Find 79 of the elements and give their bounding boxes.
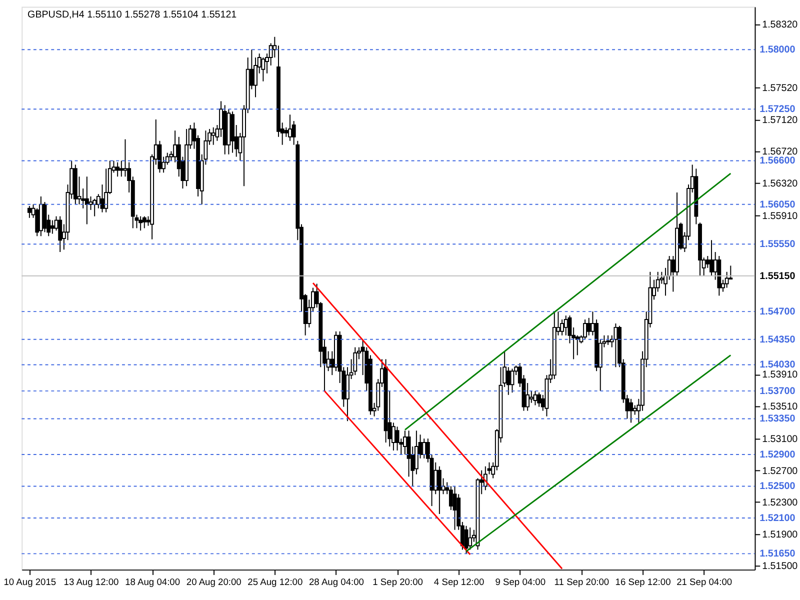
candlestick: [119, 160, 124, 178]
candlestick: [629, 398, 633, 424]
candlestick: [724, 271, 729, 288]
candlestick: [92, 198, 97, 217]
x-tick-label: 18 Aug 04:00: [125, 576, 180, 587]
y-tick-label: 1.53910: [762, 370, 798, 381]
y-tick-label: 1.56320: [762, 178, 798, 190]
ref-line-label: 1.53350: [760, 414, 796, 425]
candlestick: [606, 334, 610, 346]
y-tick-label: 1.51900: [762, 529, 798, 540]
y-tick-label: 1.53100: [762, 434, 798, 446]
y-tick-label: 1.57120: [762, 114, 798, 126]
candlestick: [116, 162, 120, 178]
candlestick: [710, 240, 714, 276]
candlestick: [468, 526, 472, 550]
chart-title: GBPUSD,H4 1.55110 1.55278 1.55104 1.55121: [28, 10, 237, 21]
candlestick: [261, 57, 266, 82]
ref-line-label: 1.58000: [760, 44, 796, 56]
candlestick: [422, 438, 426, 459]
candlestick: [395, 426, 400, 451]
x-tick-label: 25 Aug 12:00: [248, 576, 303, 587]
x-tick-label: 21 Sep 04:00: [676, 576, 732, 587]
candlestick: [50, 220, 54, 234]
candlestick: [402, 430, 407, 455]
y-tick-label: 1.51500: [762, 561, 798, 572]
candlestick: [27, 205, 32, 218]
y-tick-label: 1.53510: [762, 401, 798, 412]
candlestick: [533, 390, 538, 406]
candlestick: [564, 315, 568, 336]
ref-line-label: 1.55550: [760, 239, 796, 250]
x-tick-label: 4 Sep 12:00: [434, 576, 484, 587]
x-tick-label: 1 Sep 20:00: [372, 576, 423, 587]
ref-line-label: 1.53700: [760, 386, 796, 397]
candlestick: [586, 317, 591, 336]
x-tick-label: 20 Aug 20:00: [186, 576, 242, 587]
candlestick: [84, 176, 89, 225]
y-tick-label: 1.58320: [762, 20, 798, 31]
candlestick: [526, 382, 530, 412]
x-tick-label: 9 Sep 04:00: [495, 576, 546, 587]
candlestick: [632, 404, 637, 416]
ref-line-label: 1.51650: [760, 548, 796, 560]
x-tick-label: 11 Sep 20:00: [554, 576, 610, 587]
candlestick: [706, 255, 710, 268]
candlestick: [434, 462, 438, 495]
candlestick: [537, 392, 542, 408]
candlestick: [437, 466, 442, 514]
candlestick: [614, 322, 618, 368]
candlestick: [138, 216, 143, 232]
ref-line-label: 1.54700: [760, 306, 796, 318]
ref-line-label: 1.55150: [760, 270, 796, 282]
y-tick-label: 1.56720: [762, 146, 798, 158]
candlestick: [452, 486, 457, 530]
candlestick: [288, 114, 292, 142]
candlestick: [529, 390, 534, 404]
y-tick-label: 1.57520: [762, 83, 798, 94]
candlestick: [510, 368, 514, 394]
y-tick-label: 1.55910: [762, 210, 798, 222]
x-tick-label: 16 Sep 12:00: [615, 576, 671, 587]
ref-line-label: 1.56050: [760, 199, 796, 210]
x-tick-label: 13 Aug 12:00: [64, 576, 119, 587]
ref-line-label: 1.54350: [760, 334, 796, 346]
x-tick-label: 10 Aug 2015: [4, 576, 56, 587]
y-tick-label: 1.52700: [762, 466, 798, 477]
x-tick-label: 28 Aug 04:00: [308, 576, 364, 587]
candlestick: [58, 216, 62, 253]
ref-line-label: 1.57250: [760, 104, 796, 116]
candlestick: [123, 138, 128, 178]
candlestick: [142, 216, 146, 229]
ref-line-label: 1.56600: [760, 156, 796, 167]
candlestick: [353, 346, 358, 376]
ref-line-label: 1.52100: [760, 512, 796, 524]
candlestick: [211, 126, 216, 146]
ref-line-label: 1.52500: [760, 481, 796, 492]
candlestick: [88, 196, 93, 210]
ref-line-label: 1.54030: [760, 360, 796, 371]
candlestick: [583, 319, 588, 340]
y-tick-label: 1.52300: [762, 498, 798, 509]
candlestick: [284, 126, 288, 138]
ref-line-label: 1.52900: [760, 449, 796, 460]
